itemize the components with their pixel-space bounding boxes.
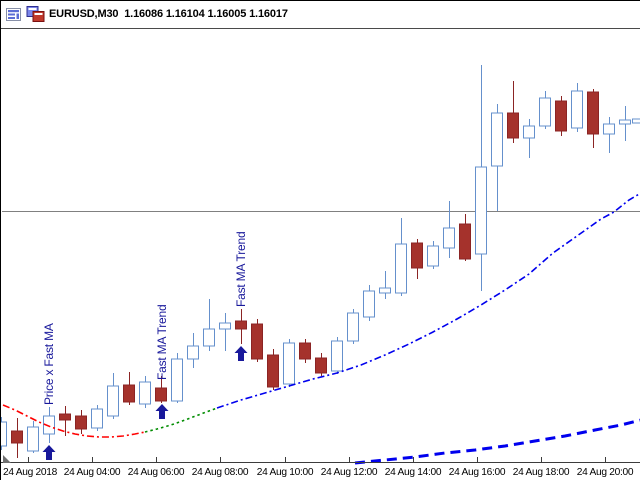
up-arrow-icon[interactable] [155, 404, 169, 419]
candle-body-bull [443, 227, 455, 249]
candle-body-bear [587, 91, 599, 135]
time-axis-label: 24 Aug 04:00 [64, 467, 121, 478]
candle-body-bull [571, 90, 583, 129]
candle-body-bull [427, 245, 439, 267]
candle-body-bear [123, 384, 135, 403]
candle-body-bear [75, 415, 87, 430]
candle-body-bull [331, 340, 343, 372]
time-axis-label: 24 Aug 20:00 [577, 467, 634, 478]
candle-body-bull [395, 243, 407, 294]
chart-title-bar[interactable]: EURUSD,M30 1.16086 1.16104 1.16005 1.160… [1, 1, 640, 29]
candle-body-bull [203, 328, 215, 347]
candle-body-bull [107, 385, 119, 417]
candle-body-bear [59, 413, 71, 421]
candle-body-bull [475, 166, 487, 255]
candle-body-bull [171, 358, 183, 402]
candle-body-bull [491, 112, 503, 167]
time-axis-strip[interactable] [1, 463, 640, 480]
signal-label[interactable]: Fast MA Trend [234, 232, 248, 307]
candle-body-bull [27, 426, 39, 452]
up-arrow-icon[interactable] [42, 445, 56, 460]
chart-pages-icon[interactable] [26, 6, 45, 28]
chart-title: EURUSD,M30 1.16086 1.16104 1.16005 1.160… [49, 8, 288, 20]
candle-body-bear [299, 342, 311, 360]
candle-body-bull [187, 345, 199, 360]
candle-body-bull [379, 287, 391, 294]
time-axis-label: 24 Aug 18:00 [513, 467, 570, 478]
candle-body-bull [139, 381, 151, 405]
candle-body-bull [619, 119, 631, 125]
fast-ma-segment-flat [144, 407, 218, 433]
signal-label[interactable]: Fast MA Trend [155, 305, 169, 380]
candle-body-bear [11, 430, 23, 444]
candle-body-bull [91, 408, 103, 429]
window-list-icon[interactable] [6, 8, 21, 26]
candle-body-bear [235, 320, 247, 330]
corner-triangle [3, 455, 11, 463]
candle-body-bear [411, 242, 423, 269]
candle-body-bull [363, 290, 375, 318]
candle-body-bear [155, 387, 167, 402]
up-arrow-icon[interactable] [234, 346, 248, 361]
candle-body-bear [459, 223, 471, 260]
slow-ma-line [354, 418, 640, 465]
time-axis-label: 24 Aug 2018 [3, 467, 58, 478]
candle-body-bull [347, 312, 359, 342]
candle-body-bear [555, 100, 567, 132]
time-axis-label: 24 Aug 16:00 [449, 467, 506, 478]
candle-body-bull [523, 125, 535, 139]
candle-body-bear [267, 354, 279, 388]
candle-body-bull [632, 118, 640, 124]
candle-body-bull [539, 97, 551, 127]
fast-ma-segment-up [216, 192, 640, 409]
fast-ma-segment-down [2, 404, 146, 438]
candle-body-bull [43, 415, 55, 435]
candle-body-bear [507, 112, 519, 139]
time-axis-label: 24 Aug 10:00 [257, 467, 314, 478]
time-axis-label: 24 Aug 08:00 [192, 467, 249, 478]
candle-body-bull [1, 421, 7, 447]
signal-label[interactable]: Price x Fast MA [42, 323, 56, 405]
candle-body-bear [315, 357, 327, 374]
time-axis-label: 24 Aug 06:00 [128, 467, 185, 478]
time-axis-label: 24 Aug 14:00 [385, 467, 442, 478]
time-axis-label: 24 Aug 12:00 [321, 467, 378, 478]
candle-body-bear [251, 323, 263, 360]
candle-body-bull [219, 322, 231, 330]
candle-body-bull [603, 123, 615, 135]
candle-body-bull [283, 342, 295, 385]
